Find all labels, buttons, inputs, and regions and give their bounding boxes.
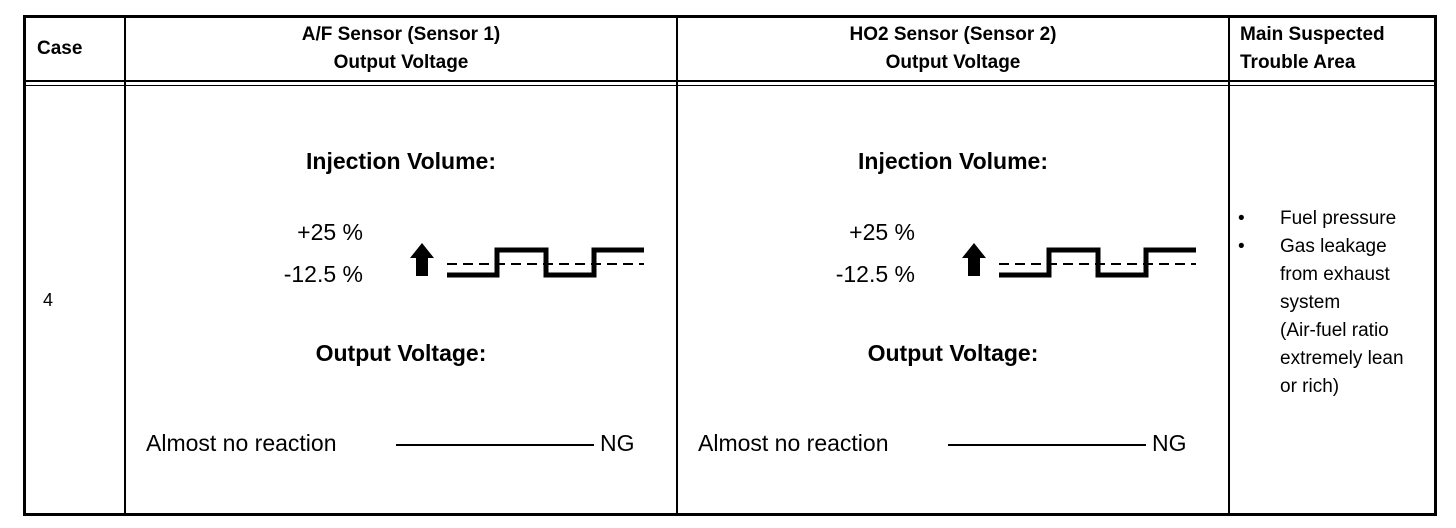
case-number: 4 [43, 290, 54, 310]
af-injection-waveform [410, 243, 644, 278]
col-divider-3 [1228, 18, 1230, 513]
af-injection-title: Injection Volume: [306, 148, 496, 174]
trouble-item-2-line2: from exhaust [1280, 264, 1390, 285]
header-af-sensor: A/F Sensor (Sensor 1) Output Voltage [126, 21, 676, 77]
ho2-sensor-panel: Injection Volume: +25 % -12.5 % Output V… [678, 90, 1228, 519]
list-item: • Gas leakage from exhaust system (Air-f… [1238, 233, 1404, 401]
trouble-item-2-line5: extremely lean [1280, 348, 1404, 369]
col-divider-1 [124, 18, 126, 513]
up-arrow-shaft [416, 257, 428, 276]
header-ho2-line2: Output Voltage [885, 52, 1021, 73]
af-output-title: Output Voltage: [315, 340, 487, 366]
af-sensor-panel: Injection Volume: +25 % -12.5 % Output V… [126, 90, 676, 519]
injection-square-wave [999, 247, 1196, 278]
up-arrow-icon [410, 243, 434, 258]
up-arrow-shaft [968, 257, 980, 276]
ho2-injection-waveform [962, 243, 1196, 278]
header-rule-second [26, 85, 1434, 86]
ho2-plus-label: +25 % [849, 219, 915, 245]
header-af-line2: Output Voltage [333, 52, 469, 73]
ho2-result-ng: NG [1152, 430, 1187, 456]
ho2-injection-title: Injection Volume: [858, 148, 1048, 174]
ho2-output-title: Output Voltage: [867, 340, 1039, 366]
header-case: Case [37, 38, 83, 59]
list-item: • Fuel pressure [1238, 205, 1404, 233]
trouble-item-2-line1: Gas leakage [1280, 236, 1387, 257]
header-ho2-sensor: HO2 Sensor (Sensor 2) Output Voltage [678, 21, 1228, 77]
af-plus-label: +25 % [297, 219, 363, 245]
header-rule [26, 80, 1434, 82]
header-ho2-line1: HO2 Sensor (Sensor 2) [849, 24, 1057, 45]
up-arrow-icon [962, 243, 986, 258]
ho2-flat-line [948, 444, 1146, 446]
header-trouble-line1: Main Suspected [1240, 24, 1385, 45]
trouble-item-2-line3: system [1280, 292, 1341, 313]
bullet-icon: • [1238, 208, 1245, 229]
injection-square-wave [447, 247, 644, 278]
trouble-item-2-line4: (Air-fuel ratio [1280, 320, 1389, 341]
trouble-item-1: Fuel pressure [1280, 208, 1397, 229]
ho2-minus-label: -12.5 % [835, 261, 915, 287]
header-af-line1: A/F Sensor (Sensor 1) [301, 24, 501, 45]
trouble-area-list: • Fuel pressure • Gas leakage from exhau… [1238, 205, 1404, 401]
diagnostic-table: Case A/F Sensor (Sensor 1) Output Voltag… [23, 15, 1437, 516]
af-flat-line [396, 444, 594, 446]
bullet-icon: • [1238, 236, 1245, 257]
trouble-item-2-line6: or rich) [1280, 376, 1340, 397]
ho2-reaction-label: Almost no reaction [698, 430, 889, 456]
af-result-ng: NG [600, 430, 635, 456]
header-trouble-area: Main Suspected Trouble Area [1240, 21, 1385, 77]
header-trouble-line2: Trouble Area [1240, 52, 1356, 73]
col-divider-2 [676, 18, 678, 513]
af-minus-label: -12.5 % [283, 261, 363, 287]
af-reaction-label: Almost no reaction [146, 430, 337, 456]
